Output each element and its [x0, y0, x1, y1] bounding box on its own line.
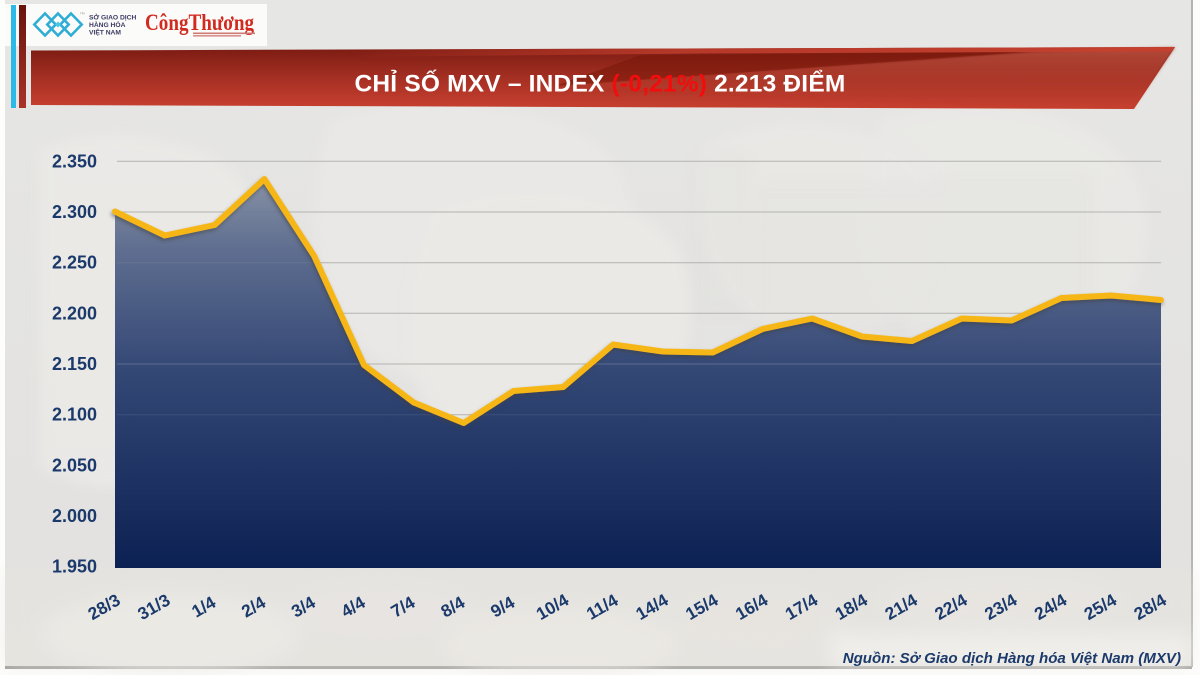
svg-text:2.050: 2.050 [52, 455, 97, 475]
svg-text:2.150: 2.150 [52, 354, 97, 374]
svg-text:CHỈ SỐ MXV – INDEX (-0,21%) 2.: CHỈ SỐ MXV – INDEX (-0,21%) 2.213 ĐIỂM [355, 69, 846, 98]
svg-text:™: ™ [80, 12, 86, 18]
svg-text:2.000: 2.000 [52, 506, 97, 526]
svg-text:2.250: 2.250 [52, 253, 97, 273]
svg-text:SỞ GIAO DỊCH: SỞ GIAO DỊCH [89, 13, 136, 22]
svg-text:2.350: 2.350 [52, 151, 97, 171]
svg-text:2.300: 2.300 [52, 202, 97, 222]
svg-text:1.950: 1.950 [52, 557, 97, 577]
svg-text:2.200: 2.200 [52, 303, 97, 323]
svg-text:VIỆT NAM: VIỆT NAM [89, 28, 121, 37]
svg-text:Nguồn: Sở Giao dịch Hàng hóa V: Nguồn: Sở Giao dịch Hàng hóa Việt Nam (M… [843, 650, 1181, 667]
svg-text:2.100: 2.100 [52, 405, 97, 425]
svg-text:CôngThương: CôngThương [145, 10, 254, 36]
svg-text:HÀNG HÓA: HÀNG HÓA [89, 20, 126, 29]
